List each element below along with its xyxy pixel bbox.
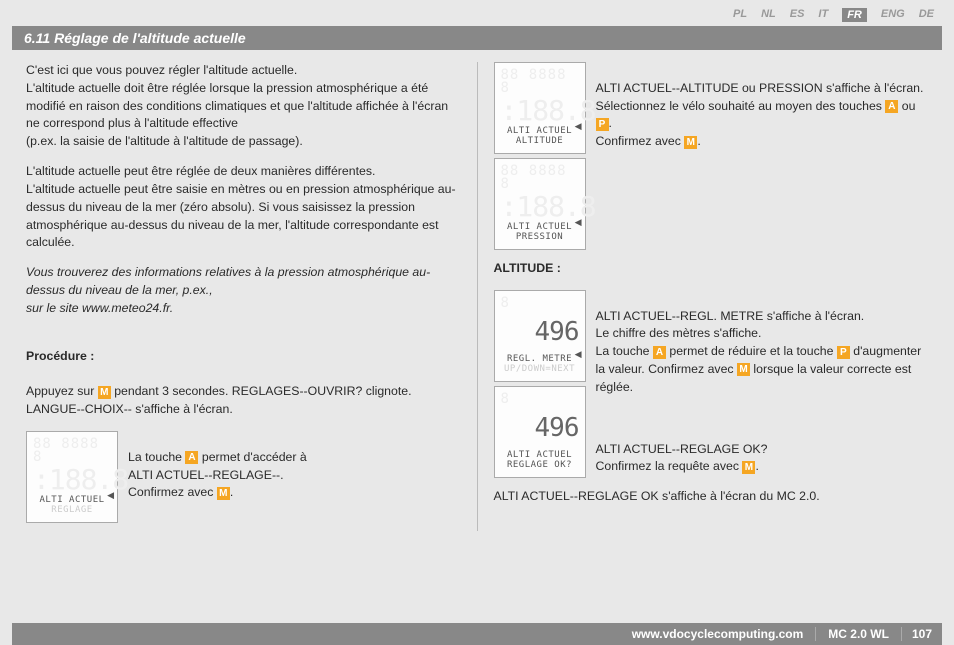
section-title: 6.11 Réglage de l'altitude actuelle xyxy=(12,26,942,50)
paragraph: ALTI ACTUEL--REGLAGE OK s'affiche à l'éc… xyxy=(494,488,929,506)
lcd-ghost: 8 xyxy=(501,393,579,406)
lcd-label: ALTI ACTUEL REGLAGE xyxy=(33,496,111,516)
paragraph: C'est ici que vous pouvez régler l'altit… xyxy=(26,62,461,151)
lang-de[interactable]: DE xyxy=(919,8,934,22)
m-button-icon: M xyxy=(98,386,111,399)
step-text: ALTI ACTUEL--REGL. METRE s'affiche à l'é… xyxy=(596,290,929,476)
lcd-screenshot: 8 496 ALTI ACTUEL REGLAGE OK? xyxy=(494,386,586,478)
text: Appuyez sur xyxy=(26,384,98,398)
lcd-screenshot: 88 8888 8 :188.8 ALTI ACTUEL ALTITUDE ◀ xyxy=(494,62,586,154)
lcd-ghost: 88 8888 8 xyxy=(33,438,111,463)
procedure-label: Procédure : xyxy=(26,349,94,363)
arrow-icon: ◀ xyxy=(575,348,582,361)
lcd-ghost: :188.8 xyxy=(501,194,579,219)
lcd-stack: 8 496 REGL. METRE UP/DOWN=NEXT ◀ 8 496 A… xyxy=(494,290,586,478)
arrow-icon: ◀ xyxy=(107,489,114,502)
left-column: C'est ici que vous pouvez régler l'altit… xyxy=(26,62,461,531)
footer-page: 107 xyxy=(902,627,942,641)
procedure-block: Procédure : Appuyez sur M pendant 3 seco… xyxy=(26,330,461,419)
lcd-screenshot: 88 8888 8 :188.8 ALTI ACTUEL REGLAGE ◀ xyxy=(26,431,118,523)
lcd-stack: 88 8888 8 :188.8 ALTI ACTUEL ALTITUDE ◀ … xyxy=(494,62,586,250)
m-button-icon: M xyxy=(217,487,230,500)
lcd-label: ALTI ACTUEL REGLAGE OK? xyxy=(501,451,579,471)
step-row: 88 8888 8 :188.8 ALTI ACTUEL ALTITUDE ◀ … xyxy=(494,62,929,250)
content: C'est ici que vous pouvez régler l'altit… xyxy=(0,62,954,531)
p-button-icon: P xyxy=(596,118,609,131)
m-button-icon: M xyxy=(684,136,697,149)
step-text: La touche A permet d'accéder à ALTI ACTU… xyxy=(128,431,461,502)
footer-model: MC 2.0 WL xyxy=(816,627,902,641)
lang-pl[interactable]: PL xyxy=(733,8,747,22)
lang-eng[interactable]: ENG xyxy=(881,8,905,22)
right-column: 88 8888 8 :188.8 ALTI ACTUEL ALTITUDE ◀ … xyxy=(494,62,929,531)
lcd-ghost: 88 8888 8 xyxy=(501,165,579,190)
arrow-icon: ◀ xyxy=(575,216,582,229)
lcd-label: ALTI ACTUEL ALTITUDE xyxy=(501,127,579,147)
paragraph: L'altitude actuelle peut être réglée de … xyxy=(26,163,461,252)
column-divider xyxy=(477,62,478,531)
lcd-value: 496 xyxy=(501,417,579,440)
lcd-label: REGL. METRE UP/DOWN=NEXT xyxy=(501,355,579,375)
a-button-icon: A xyxy=(885,100,898,113)
lcd-ghost: 8 xyxy=(501,297,579,310)
step-row: 8 496 REGL. METRE UP/DOWN=NEXT ◀ 8 496 A… xyxy=(494,290,929,478)
m-button-icon: M xyxy=(742,461,755,474)
lang-es[interactable]: ES xyxy=(790,8,805,22)
lcd-ghost: :188.8 xyxy=(501,98,579,123)
language-bar: PL NL ES IT FR ENG DE xyxy=(0,0,954,26)
step-row: 88 8888 8 :188.8 ALTI ACTUEL REGLAGE ◀ L… xyxy=(26,431,461,523)
lcd-label: ALTI ACTUEL PRESSION xyxy=(501,223,579,243)
paragraph-italic: Vous trouverez des informations relative… xyxy=(26,264,461,317)
lang-fr[interactable]: FR xyxy=(842,8,867,22)
lcd-screenshot: 8 496 REGL. METRE UP/DOWN=NEXT ◀ xyxy=(494,290,586,382)
lcd-value: 496 xyxy=(501,321,579,344)
footer-bar: www.vdocyclecomputing.com MC 2.0 WL 107 xyxy=(12,623,942,645)
altitude-heading: ALTITUDE : xyxy=(494,260,929,278)
lang-nl[interactable]: NL xyxy=(761,8,776,22)
a-button-icon: A xyxy=(185,451,198,464)
lang-it[interactable]: IT xyxy=(818,8,828,22)
lcd-ghost: 88 8888 8 xyxy=(501,69,579,94)
lcd-screenshot: 88 8888 8 :188.8 ALTI ACTUEL PRESSION ◀ xyxy=(494,158,586,250)
arrow-icon: ◀ xyxy=(575,120,582,133)
step-text: ALTI ACTUEL--ALTITUDE ou PRESSION s'affi… xyxy=(596,62,929,151)
a-button-icon: A xyxy=(653,346,666,359)
p-button-icon: P xyxy=(837,346,850,359)
lcd-ghost: :188.8 xyxy=(33,467,111,492)
footer-url: www.vdocyclecomputing.com xyxy=(12,627,816,641)
m-button-icon: M xyxy=(737,363,750,376)
